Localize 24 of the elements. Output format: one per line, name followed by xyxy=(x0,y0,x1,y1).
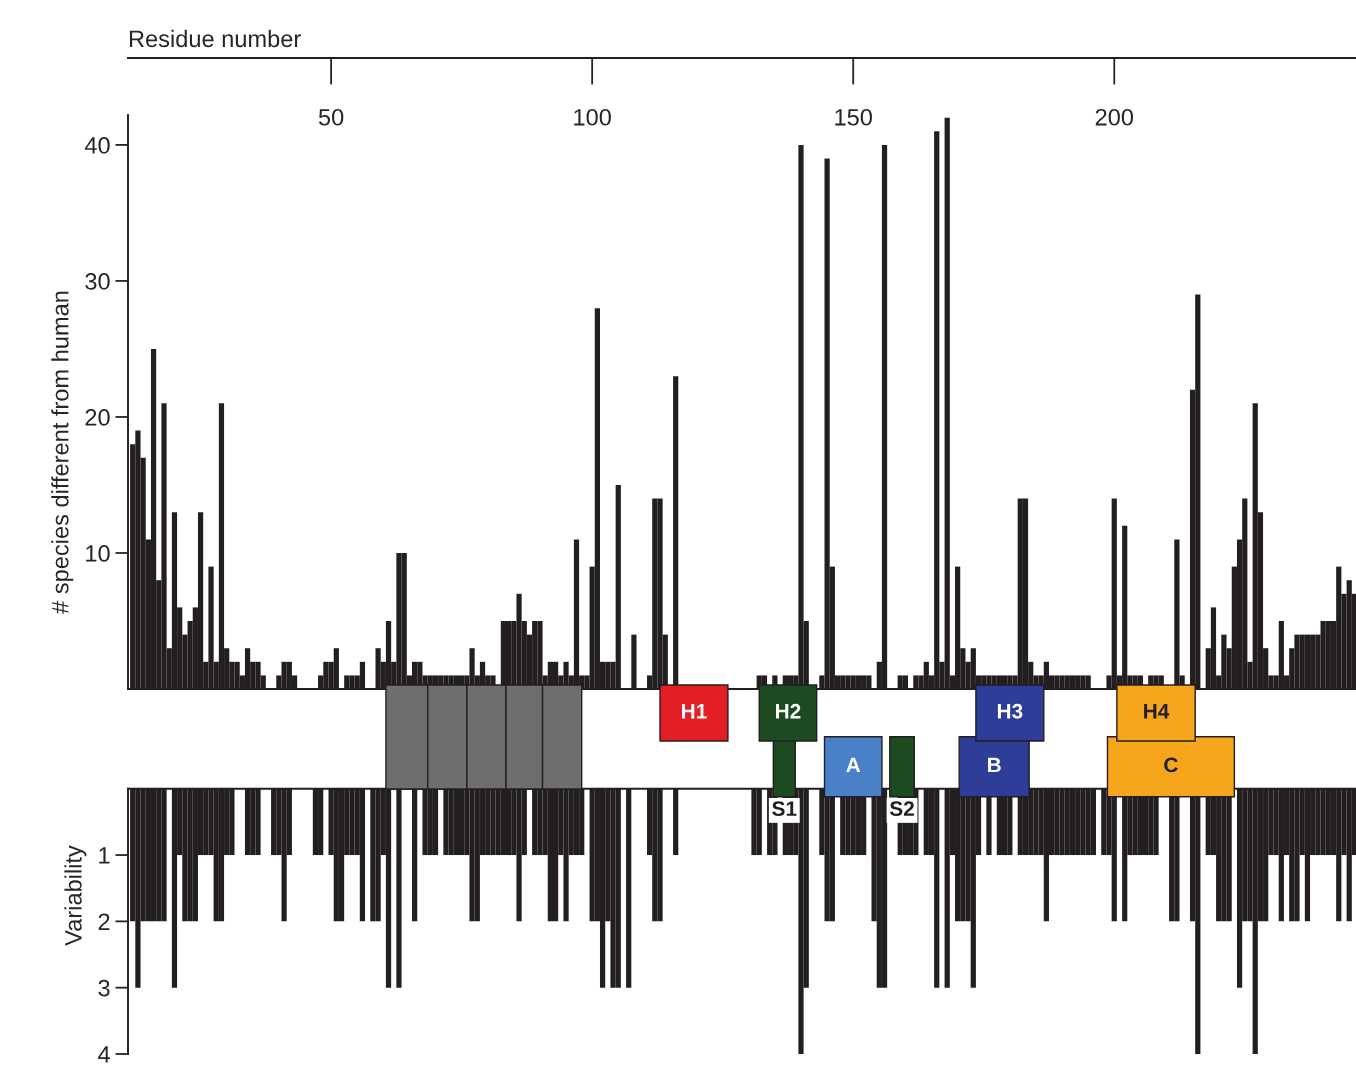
band-label: H4 xyxy=(1144,704,1170,719)
y-tick-label: 30 xyxy=(85,273,110,290)
band-label: S2 xyxy=(889,801,914,817)
band-label: H2 xyxy=(776,703,801,719)
band-label: C xyxy=(1164,757,1178,773)
x-tick-label: 100 xyxy=(574,108,611,126)
x-tick-label: 150 xyxy=(835,108,872,126)
y-tick-label: 1 xyxy=(99,847,110,864)
band-label: B xyxy=(988,757,1001,773)
x-axis-title: Residue number xyxy=(129,29,301,48)
band-label: H1 xyxy=(682,704,707,719)
band-label: A xyxy=(846,757,861,773)
y-tick-label: 2 xyxy=(98,913,110,930)
y-tick-label: 40 xyxy=(84,136,110,154)
y-tick-label: 10 xyxy=(86,545,110,562)
y-axis-title: # species different from human xyxy=(51,291,74,614)
y-axis-title: Variability xyxy=(64,845,87,946)
x-tick-label: 200 xyxy=(1095,108,1134,126)
band-label: S1 xyxy=(772,801,797,817)
y-tick-label: 20 xyxy=(85,409,110,426)
band-label: H3 xyxy=(997,703,1023,719)
y-tick-label: 3 xyxy=(98,979,110,997)
y-tick-label: 4 xyxy=(98,1046,110,1063)
x-tick-label: 50 xyxy=(318,108,344,126)
